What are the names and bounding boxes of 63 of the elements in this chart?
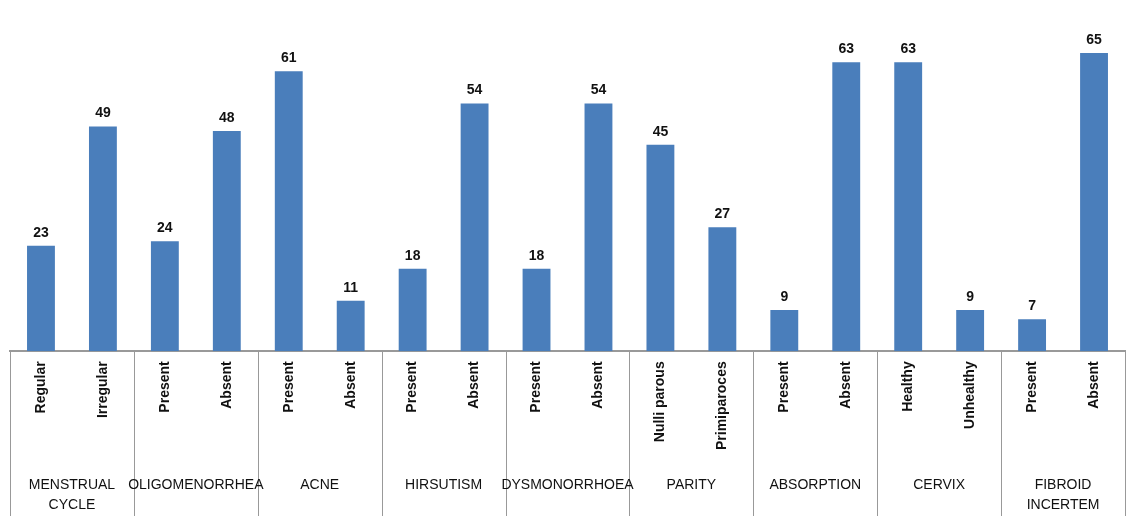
bar	[584, 103, 613, 352]
bar	[708, 227, 737, 352]
bar	[336, 300, 365, 352]
data-label: 9	[966, 287, 975, 304]
bar	[460, 103, 489, 352]
bar	[522, 268, 551, 352]
x-tick-label: Present	[403, 360, 420, 413]
data-label: 9	[780, 287, 789, 304]
text: FIBROID INCERTEM	[1026, 475, 1100, 512]
bar	[1018, 319, 1047, 352]
bar	[770, 309, 799, 352]
x-tick-label: Present	[1022, 360, 1039, 413]
bar	[894, 62, 923, 352]
x-tick-label: Absent	[341, 360, 358, 409]
text: HIRSUTISM	[405, 475, 483, 492]
x-tick-label: Present	[155, 360, 172, 413]
text: OLIGOMENORRHEA	[128, 475, 265, 492]
data-label: 54	[466, 81, 483, 98]
bar	[88, 126, 117, 352]
text: CERVIX	[913, 475, 966, 492]
x-tick-label: Primiparoces	[713, 361, 730, 451]
text: MENSTRUAL CYCLE	[28, 475, 116, 512]
x-tick-label: Present	[279, 360, 296, 413]
data-label: 61	[280, 49, 297, 66]
data-label: 24	[157, 218, 173, 235]
text: DYSMONORRHOEA	[501, 475, 635, 492]
data-label: 63	[838, 39, 855, 56]
x-tick-label: Present	[775, 360, 792, 413]
data-label: 63	[900, 39, 917, 56]
x-tick-label: Unhealthy	[961, 361, 977, 429]
bar	[832, 62, 861, 352]
x-tick-label: Absent	[1084, 360, 1101, 409]
data-label: 45	[652, 122, 669, 139]
x-tick-label: Nulli parous	[651, 361, 668, 443]
x-tick-label: Present	[527, 360, 544, 413]
data-label: 49	[95, 104, 111, 121]
text: ACNE	[300, 475, 340, 492]
data-label: 65	[1086, 30, 1103, 47]
x-tick-label: Regular	[31, 360, 48, 414]
x-tick-label: Healthy	[899, 361, 916, 412]
x-tick-label: Absent	[837, 360, 854, 409]
x-tick-label: Irregular	[93, 360, 110, 419]
x-tick-label: Absent	[589, 360, 606, 409]
bar	[274, 71, 303, 352]
text: PARITY	[666, 475, 717, 492]
bar	[398, 268, 427, 352]
data-label: 48	[219, 108, 235, 125]
data-label: 23	[33, 223, 49, 240]
bar	[27, 245, 55, 352]
x-tick-label: Absent	[465, 360, 482, 409]
text: ABSORPTION	[769, 475, 862, 492]
data-label: 11	[343, 278, 359, 295]
data-label: 27	[714, 205, 731, 222]
bar	[956, 309, 985, 352]
data-label: 18	[528, 246, 545, 263]
bar	[212, 130, 241, 352]
data-label: 7	[1028, 297, 1037, 314]
bar	[1080, 52, 1108, 352]
data-label: 54	[590, 81, 607, 98]
bar	[150, 241, 179, 352]
bar	[646, 144, 675, 352]
x-tick-label: Absent	[217, 360, 234, 409]
data-label: 18	[404, 246, 421, 263]
